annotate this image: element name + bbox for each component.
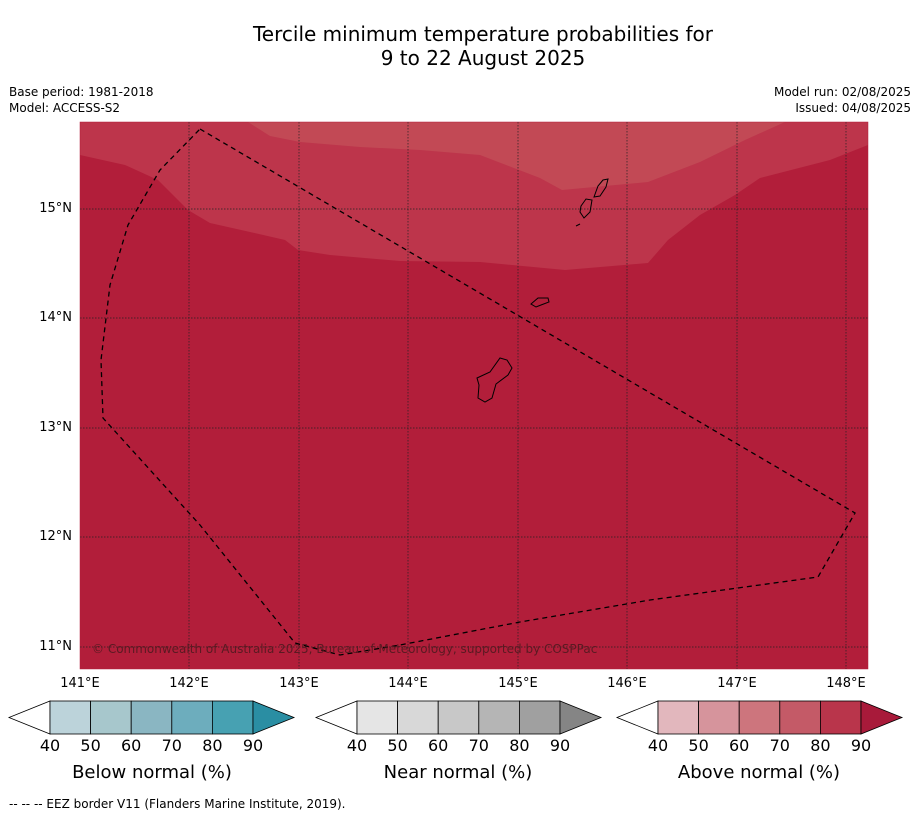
tinian-island <box>579 198 593 219</box>
near-colorbar-segment <box>478 700 520 735</box>
near-tick-label: 70 <box>468 736 489 755</box>
lon-label-145: 145°E <box>498 676 538 691</box>
saipan-island <box>593 178 609 198</box>
base-period-text: Base period: 1981-2018 <box>9 85 154 99</box>
rota-island <box>530 297 550 308</box>
meta-left: Base period: 1981-2018 Model: ACCESS-S2 <box>9 84 154 116</box>
below-tick-label: 40 <box>39 736 61 755</box>
title-line-2: 9 to 22 August 2025 <box>380 46 586 70</box>
lon-label-142: 142°E <box>169 676 209 691</box>
map-frame <box>79 121 869 670</box>
above-tick-label: 60 <box>729 736 750 755</box>
colorbar-above <box>615 700 904 735</box>
near-tick-label: 80 <box>509 736 530 755</box>
lat-label-11: 11°N <box>39 639 72 654</box>
lon-label-148: 148°E <box>826 676 866 691</box>
guam-island <box>476 357 513 403</box>
above-tick-label: 70 <box>769 736 790 755</box>
legend-near-title: Near normal (%) <box>383 762 533 783</box>
above-colorbar-high-extension <box>860 700 904 735</box>
title-line-1: Tercile minimum temperature probabilitie… <box>252 22 714 46</box>
copyright-text: © Commonwealth of Australia 2025, Bureau… <box>92 642 598 656</box>
lat-label-12: 12°N <box>39 529 72 544</box>
below-colorbar-segment <box>171 700 213 735</box>
below-colorbar-segment <box>130 700 173 735</box>
above-colorbar-low-extension <box>615 700 659 735</box>
above-colorbar-segment <box>779 700 821 735</box>
above-colorbar-segment <box>698 700 740 735</box>
aguijan-island <box>575 223 581 227</box>
below-tick-label: 70 <box>161 736 182 755</box>
above-tick-label: 80 <box>810 736 831 755</box>
lat-label-14: 14°N <box>39 310 72 325</box>
lat-label-13: 13°N <box>39 420 72 435</box>
band-60-70 <box>248 122 785 190</box>
above-tick-label: 50 <box>688 736 709 755</box>
eez-footnote: -- -- -- EEZ border V11 (Flanders Marine… <box>9 797 346 811</box>
map-title: Tercile minimum temperature probabilitie… <box>0 22 919 70</box>
below-tick-label: 50 <box>80 736 101 755</box>
above-colorbar-segment <box>738 700 781 735</box>
above-colorbar-segment <box>657 700 699 735</box>
below-colorbar-segment <box>49 700 91 735</box>
lat-label-15: 15°N <box>39 201 72 216</box>
below-colorbar-high-extension <box>252 700 296 735</box>
below-colorbar-segment <box>90 700 132 735</box>
near-colorbar-low-extension <box>314 700 358 735</box>
islands <box>476 178 609 403</box>
near-colorbar-segment <box>356 700 398 735</box>
model-text: Model: ACCESS-S2 <box>9 101 121 115</box>
lon-label-146: 146°E <box>607 676 647 691</box>
below-tick-label: 60 <box>121 736 142 755</box>
lon-label-147: 147°E <box>717 676 757 691</box>
below-tick-label: 90 <box>242 736 264 755</box>
lon-label-141: 141°E <box>60 676 100 691</box>
near-colorbar-segment <box>437 700 480 735</box>
below-tick-label: 80 <box>202 736 223 755</box>
legend-below-title: Below normal (%) <box>72 762 232 783</box>
near-colorbar-segment <box>397 700 439 735</box>
meta-right: Model run: 02/08/2025 Issued: 04/08/2025 <box>774 84 911 116</box>
above-tick-label: 90 <box>850 736 872 755</box>
model-run-text: Model run: 02/08/2025 <box>773 85 911 99</box>
lon-label-144: 144°E <box>388 676 428 691</box>
above-tick-label: 40 <box>647 736 669 755</box>
issued-text: Issued: 04/08/2025 <box>795 101 911 115</box>
legend-above-title: Above normal (%) <box>677 762 841 783</box>
near-tick-label: 60 <box>428 736 449 755</box>
above-colorbar-segment <box>820 700 862 735</box>
colorbar-below <box>7 700 296 735</box>
near-tick-label: 40 <box>346 736 368 755</box>
near-tick-label: 90 <box>549 736 571 755</box>
colorbar-near <box>314 700 603 735</box>
near-colorbar-high-extension <box>559 700 603 735</box>
near-tick-label: 50 <box>387 736 408 755</box>
lon-label-143: 143°E <box>279 676 319 691</box>
near-colorbar-segment <box>519 700 561 735</box>
below-colorbar-low-extension <box>7 700 51 735</box>
gridlines <box>80 122 868 669</box>
below-colorbar-segment <box>211 700 254 735</box>
